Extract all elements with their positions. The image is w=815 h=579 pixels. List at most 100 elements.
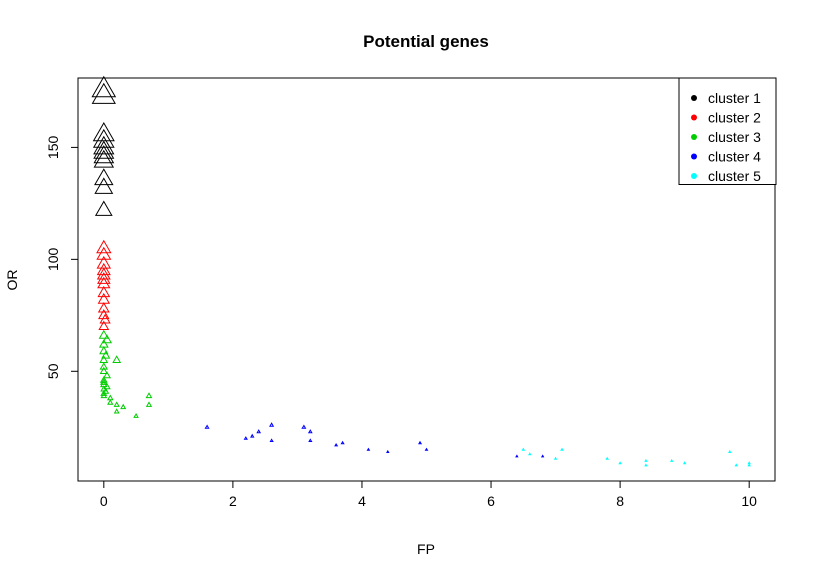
data-point (682, 461, 687, 465)
legend-label: cluster 2 (708, 110, 761, 126)
data-point (521, 447, 526, 451)
data-point (98, 320, 110, 330)
data-point (98, 339, 109, 348)
data-point (307, 429, 313, 434)
data-point (269, 422, 275, 427)
data-point (102, 334, 113, 344)
legend-swatch (691, 134, 697, 140)
data-point (256, 429, 262, 434)
data-point (99, 345, 109, 355)
data-point (107, 399, 114, 405)
data-point (92, 121, 115, 142)
data-point (540, 454, 545, 458)
x-tick-label: 10 (741, 493, 757, 509)
x-axis: 0 2 4 6 8 10 (100, 480, 757, 509)
data-point (204, 424, 210, 429)
legend-label: cluster 4 (708, 149, 761, 165)
data-point (91, 75, 117, 98)
data-point (96, 262, 111, 276)
legend-swatch (691, 153, 697, 160)
data-point (93, 149, 115, 168)
data-point (100, 389, 108, 396)
data-point (145, 401, 153, 407)
data-point (644, 458, 648, 462)
data-point (101, 350, 111, 359)
data-point (98, 308, 110, 320)
data-point (418, 440, 423, 445)
data-point (96, 267, 111, 280)
data-point (94, 200, 113, 216)
data-point (734, 463, 738, 467)
data-point (98, 329, 109, 339)
data-point (515, 454, 519, 458)
data-point (747, 463, 751, 467)
data-point (747, 461, 751, 465)
data-point (99, 355, 109, 363)
x-tick-label: 8 (616, 493, 624, 509)
data-point (96, 255, 112, 269)
data-point (250, 433, 255, 438)
data-point (96, 239, 112, 254)
data-point (100, 378, 108, 385)
legend-label: cluster 3 (708, 129, 761, 145)
data-point (93, 145, 115, 164)
data-point (113, 408, 120, 414)
x-tick-label: 0 (100, 493, 108, 509)
data-point (644, 463, 648, 467)
data-points (91, 75, 751, 467)
data-point (366, 447, 371, 451)
data-point (120, 403, 127, 410)
data-point (340, 440, 345, 445)
data-point (99, 362, 109, 370)
y-axis: 50 100 150 (45, 136, 79, 379)
data-point (103, 382, 111, 390)
plot-frame (77, 77, 776, 482)
chart-title: Potential genes (363, 32, 489, 51)
data-point (133, 412, 139, 418)
data-point (92, 128, 115, 148)
data-point (93, 135, 115, 155)
data-point (97, 285, 111, 298)
data-point (308, 438, 313, 442)
x-axis-label: FP (417, 541, 435, 557)
legend-label: cluster 5 (708, 168, 761, 184)
data-point (113, 401, 120, 407)
data-point (96, 246, 112, 260)
data-point (97, 302, 110, 313)
data-point (269, 438, 274, 442)
data-point (618, 461, 622, 465)
data-point (103, 371, 112, 379)
y-tick-label: 50 (45, 363, 61, 379)
data-point (112, 355, 122, 363)
data-point (424, 447, 429, 451)
data-point (100, 392, 108, 399)
data-point (243, 436, 248, 440)
data-point (553, 456, 558, 460)
x-tick-label: 6 (487, 493, 495, 509)
data-point (728, 449, 732, 453)
data-point (97, 292, 111, 304)
data-point (670, 458, 674, 462)
y-axis-label: OR (4, 270, 20, 291)
legend-swatch (691, 114, 697, 121)
data-point (386, 449, 390, 453)
y-tick-label: 100 (45, 247, 61, 271)
data-point (528, 452, 532, 456)
y-tick-label: 150 (45, 136, 61, 160)
data-point (94, 177, 114, 194)
x-tick-label: 2 (229, 493, 237, 509)
data-point (97, 272, 111, 284)
data-point (605, 456, 609, 460)
data-point (102, 387, 110, 394)
legend-swatch (691, 173, 697, 179)
data-point (99, 366, 108, 374)
data-point (301, 424, 307, 429)
data-point (334, 443, 339, 447)
legend-swatch (691, 95, 697, 101)
legend: cluster 1 cluster 2 cluster 3 cluster 4 clus… (678, 77, 777, 185)
data-point (560, 447, 564, 451)
data-point (91, 82, 116, 104)
legend-label: cluster 1 (708, 90, 761, 106)
data-point (145, 392, 153, 399)
